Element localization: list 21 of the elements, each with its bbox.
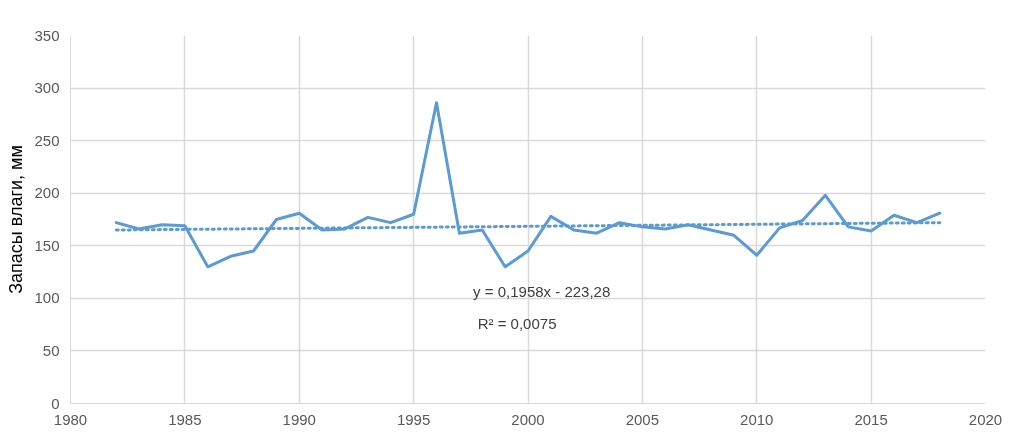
line-series [114, 101, 942, 269]
x-tick-label: 1995 [396, 410, 431, 428]
annotation: R² = 0,0075 [477, 314, 557, 332]
x-tick-label: 2005 [625, 410, 660, 428]
y-tick-label: 100 [34, 289, 60, 307]
annotation: y = 0,1958x - 223,28 [473, 283, 611, 301]
y-tick-label: 50 [42, 341, 60, 359]
y-tick-label: 150 [34, 236, 60, 254]
x-tick-label: 1985 [168, 410, 202, 428]
y-tick-label: 250 [34, 131, 60, 149]
y-axis-title: Запасы влаги, мм [6, 145, 27, 294]
y-tick-label: 350 [34, 26, 60, 44]
x-tick-label: 2000 [511, 410, 545, 428]
x-tick-label: 2015 [854, 410, 888, 428]
y-tick-label: 0 [51, 394, 60, 412]
x-tick-label: 1980 [53, 410, 88, 428]
y-tick-label: 200 [34, 184, 60, 202]
x-tick-label: 2010 [740, 410, 774, 428]
y-tick-label: 300 [34, 79, 60, 97]
x-tick-label: 1990 [282, 410, 316, 428]
x-tick-label: 2020 [968, 410, 1003, 428]
